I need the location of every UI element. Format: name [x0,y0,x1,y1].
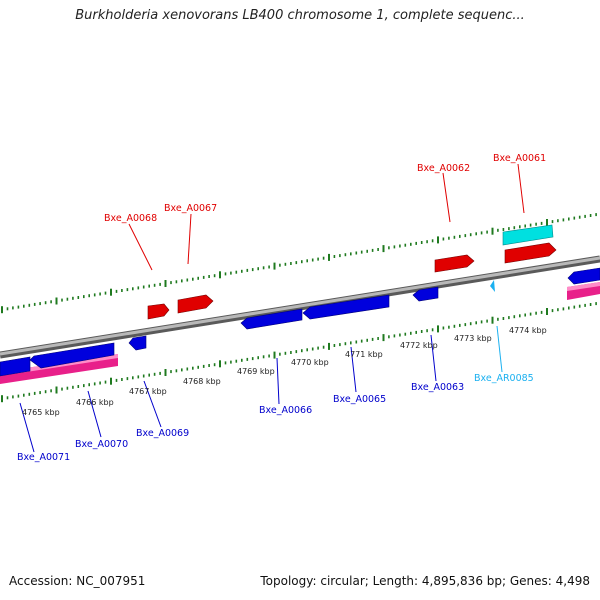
gene-label[interactable]: Bxe_A0070 [75,439,128,450]
gene-label[interactable]: Bxe_A0069 [136,428,189,439]
leader-line [430,334,437,382]
gene-label[interactable]: Bxe_A0071 [17,452,70,463]
lower-tick-track [1,302,597,403]
gene-label[interactable]: Bxe_AR0085 [474,373,534,384]
gene-label[interactable]: Bxe_A0066 [259,405,312,416]
kbp-label: 4772 kbp [400,341,438,350]
kbp-label: 4766 kbp [76,398,114,407]
leader-line [187,213,192,265]
rna-feature-cyan[interactable] [502,224,554,246]
gene-feature-red[interactable] [147,303,170,320]
leader-line [87,390,102,438]
leader-line [442,172,451,223]
gene-feature-blue[interactable] [29,342,115,369]
gene-feature-blue[interactable] [302,294,390,320]
gene-label[interactable]: Bxe_A0068 [104,213,157,224]
gene-feature-blue[interactable] [412,286,439,302]
gene-feature-red[interactable] [504,242,557,264]
kbp-label: 4774 kbp [509,326,547,335]
kbp-label: 4771 kbp [345,350,383,359]
leader-line [276,357,280,405]
cds-band-right [567,282,600,300]
gene-label[interactable]: Bxe_A0063 [411,382,464,393]
leader-line [19,402,35,453]
kbp-label: 4769 kbp [237,367,275,376]
leader-line [143,380,162,428]
kbp-label: 4765 kbp [22,408,60,417]
gene-feature-blue[interactable] [0,356,31,377]
leader-line [128,223,153,271]
chromosome-backbone [0,255,600,359]
gene-labels: Bxe_A0071 Bxe_A0070 Bxe_A0069 Bxe_A0068 … [17,153,546,463]
map-title: Burkholderia xenovorans LB400 chromosome… [75,8,525,23]
gene-label[interactable]: Bxe_A0061 [493,153,546,164]
gene-feature-blue[interactable] [128,335,147,351]
topology-summary: Topology: circular; Length: 4,895,836 bp… [260,574,590,588]
gene-feature-blue[interactable] [567,267,600,285]
rna-feature-light-blue[interactable] [490,280,495,292]
kbp-label: 4773 kbp [454,334,492,343]
kbp-label: 4767 kbp [129,387,167,396]
gene-label[interactable]: Bxe_A0065 [333,394,386,405]
kbp-label: 4770 kbp [291,358,329,367]
gene-feature-red[interactable] [434,254,475,273]
gene-label[interactable]: Bxe_A0062 [417,163,470,174]
accession-text: Accession: NC_007951 [9,574,146,588]
gene-label[interactable]: Bxe_A0067 [164,203,217,214]
kbp-label: 4768 kbp [183,377,221,386]
gene-feature-blue[interactable] [240,308,303,330]
leader-line [350,346,357,393]
gene-feature-red[interactable] [177,294,214,314]
upper-tick-track [1,213,597,314]
leader-line [496,325,503,373]
kbp-labels: 4765 kbp 4766 kbp 4767 kbp 4768 kbp 4769… [22,326,547,417]
leader-line [517,163,525,214]
